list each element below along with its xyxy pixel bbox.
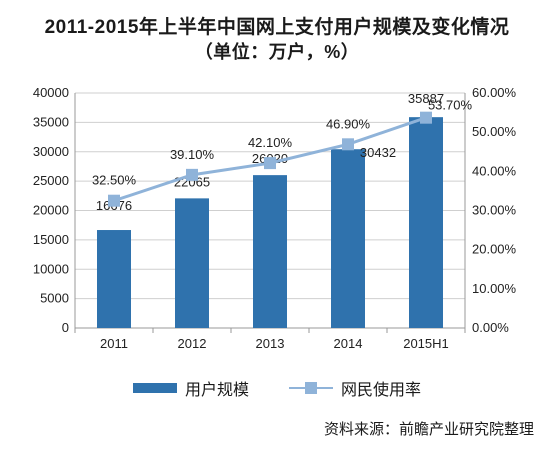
line-point (342, 138, 354, 151)
y-left-tick-label: 10000 (33, 261, 69, 276)
y-left-tick-label: 15000 (33, 232, 69, 247)
legend-item-line: 网民使用率 (289, 376, 421, 400)
x-tick-label: 2015H1 (403, 336, 449, 351)
legend-item-bar: 用户规模 (132, 376, 249, 400)
chart-title: 2011-2015年上半年中国网上支付用户规模及变化情况 (44, 17, 510, 38)
chart-plot: 0 5000 10000 15000 20000 25000 30000 35000 40000… (33, 85, 517, 351)
line-data-label: 42.10% (248, 135, 293, 150)
bar (175, 198, 209, 328)
y-right-tick-label: 40.00% (472, 163, 517, 178)
y-left-tick-label: 25000 (33, 173, 69, 188)
y-right-tick-label: 10.00% (472, 281, 517, 296)
bar-data-label: 35887 (408, 91, 444, 106)
y-right-tick-label: 20.00% (472, 242, 517, 257)
y-left-tick-label: 40000 (33, 85, 69, 100)
line-point (264, 157, 276, 170)
y-right-tick-label: 30.00% (472, 203, 517, 218)
chart-subtitle: （单位：万户，%） (194, 42, 360, 62)
bar (409, 117, 443, 328)
y-right-tick-label: 50.00% (472, 124, 517, 139)
x-tick-label: 2014 (334, 336, 363, 351)
y-left-tick-label: 20000 (33, 203, 69, 218)
legend-label-bar: 用户规模 (184, 382, 249, 399)
bar (253, 175, 287, 328)
line-point (420, 111, 432, 124)
legend-swatch-bar (132, 383, 177, 393)
bar (331, 149, 365, 328)
line-point (186, 168, 198, 181)
source-note: 资料来源：前瞻产业研究院整理 (323, 421, 534, 438)
line-point (108, 194, 120, 207)
x-tick-label: 2013 (256, 336, 285, 351)
y-left-tick-label: 35000 (33, 114, 69, 129)
line-data-label: 53.70% (428, 98, 473, 113)
bar-data-label: 30432 (360, 145, 396, 160)
y-right-tick-label: 0.00% (472, 320, 509, 335)
legend: 用户规模 网民使用率 (0, 377, 554, 399)
y-left-tick-label: 30000 (33, 144, 69, 159)
y-left-tick-label: 5000 (40, 291, 69, 306)
legend-label-line: 网民使用率 (341, 382, 422, 399)
y-right-tick-label: 60.00% (472, 85, 517, 100)
line-data-label: 46.90% (326, 116, 371, 131)
line-data-label: 39.10% (170, 147, 215, 162)
bar (97, 230, 131, 328)
legend-swatch-line (289, 382, 333, 394)
line-data-label: 32.50% (92, 173, 137, 188)
x-tick-label: 2012 (178, 336, 207, 351)
x-tick-label: 2011 (100, 336, 128, 351)
y-left-tick-label: 0 (62, 320, 69, 335)
